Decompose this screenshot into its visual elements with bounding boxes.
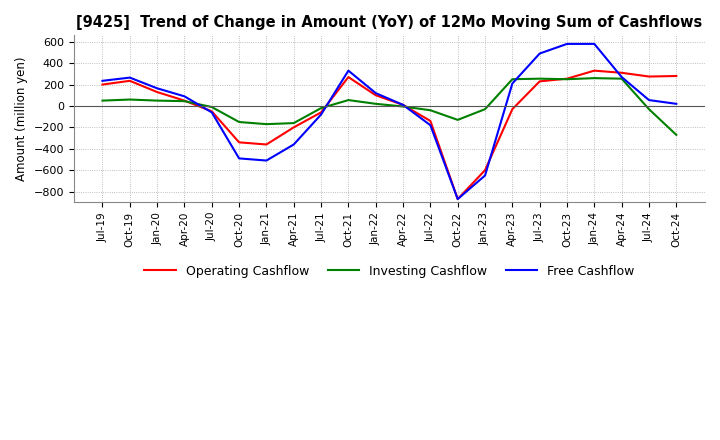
Operating Cashflow	[399, 102, 408, 107]
Investing Cashflow	[426, 108, 435, 113]
Investing Cashflow	[372, 101, 380, 106]
Operating Cashflow	[481, 168, 490, 173]
Investing Cashflow	[317, 106, 325, 111]
Investing Cashflow	[289, 121, 298, 126]
Operating Cashflow	[508, 106, 517, 112]
Free Cashflow	[289, 142, 298, 147]
Operating Cashflow	[262, 142, 271, 147]
Line: Free Cashflow: Free Cashflow	[102, 44, 676, 199]
Investing Cashflow	[125, 97, 134, 102]
Free Cashflow	[262, 158, 271, 163]
Line: Investing Cashflow: Investing Cashflow	[102, 78, 676, 135]
Free Cashflow	[536, 51, 544, 56]
Free Cashflow	[317, 112, 325, 117]
Free Cashflow	[590, 41, 598, 47]
Free Cashflow	[125, 75, 134, 80]
Free Cashflow	[617, 74, 626, 80]
Investing Cashflow	[481, 106, 490, 112]
Operating Cashflow	[372, 93, 380, 98]
Investing Cashflow	[563, 77, 572, 82]
Operating Cashflow	[536, 79, 544, 84]
Investing Cashflow	[235, 119, 243, 125]
Investing Cashflow	[672, 132, 680, 137]
Free Cashflow	[399, 102, 408, 107]
Operating Cashflow	[563, 76, 572, 81]
Investing Cashflow	[454, 117, 462, 122]
Investing Cashflow	[644, 106, 653, 112]
Operating Cashflow	[672, 73, 680, 79]
Investing Cashflow	[590, 76, 598, 81]
Investing Cashflow	[153, 98, 161, 103]
Line: Operating Cashflow: Operating Cashflow	[102, 71, 676, 199]
Investing Cashflow	[399, 104, 408, 109]
Investing Cashflow	[98, 98, 107, 103]
Free Cashflow	[644, 97, 653, 103]
Investing Cashflow	[508, 77, 517, 82]
Operating Cashflow	[344, 74, 353, 80]
Investing Cashflow	[617, 76, 626, 81]
Y-axis label: Amount (million yen): Amount (million yen)	[15, 57, 28, 181]
Free Cashflow	[508, 81, 517, 86]
Investing Cashflow	[180, 99, 189, 104]
Free Cashflow	[563, 41, 572, 47]
Investing Cashflow	[262, 121, 271, 127]
Investing Cashflow	[344, 97, 353, 103]
Operating Cashflow	[617, 70, 626, 75]
Operating Cashflow	[590, 68, 598, 73]
Free Cashflow	[672, 101, 680, 106]
Operating Cashflow	[207, 109, 216, 114]
Title: [9425]  Trend of Change in Amount (YoY) of 12Mo Moving Sum of Cashflows: [9425] Trend of Change in Amount (YoY) o…	[76, 15, 703, 30]
Operating Cashflow	[454, 196, 462, 202]
Operating Cashflow	[180, 98, 189, 103]
Free Cashflow	[207, 110, 216, 115]
Operating Cashflow	[317, 110, 325, 115]
Operating Cashflow	[98, 82, 107, 87]
Operating Cashflow	[426, 118, 435, 124]
Investing Cashflow	[207, 104, 216, 110]
Operating Cashflow	[235, 140, 243, 145]
Free Cashflow	[372, 91, 380, 96]
Investing Cashflow	[536, 76, 544, 81]
Operating Cashflow	[125, 78, 134, 84]
Legend: Operating Cashflow, Investing Cashflow, Free Cashflow: Operating Cashflow, Investing Cashflow, …	[140, 260, 639, 283]
Free Cashflow	[180, 94, 189, 99]
Free Cashflow	[426, 123, 435, 128]
Free Cashflow	[98, 78, 107, 84]
Operating Cashflow	[289, 125, 298, 130]
Free Cashflow	[454, 196, 462, 202]
Free Cashflow	[235, 156, 243, 161]
Free Cashflow	[481, 173, 490, 178]
Operating Cashflow	[153, 89, 161, 95]
Free Cashflow	[153, 86, 161, 91]
Operating Cashflow	[644, 74, 653, 79]
Free Cashflow	[344, 68, 353, 73]
